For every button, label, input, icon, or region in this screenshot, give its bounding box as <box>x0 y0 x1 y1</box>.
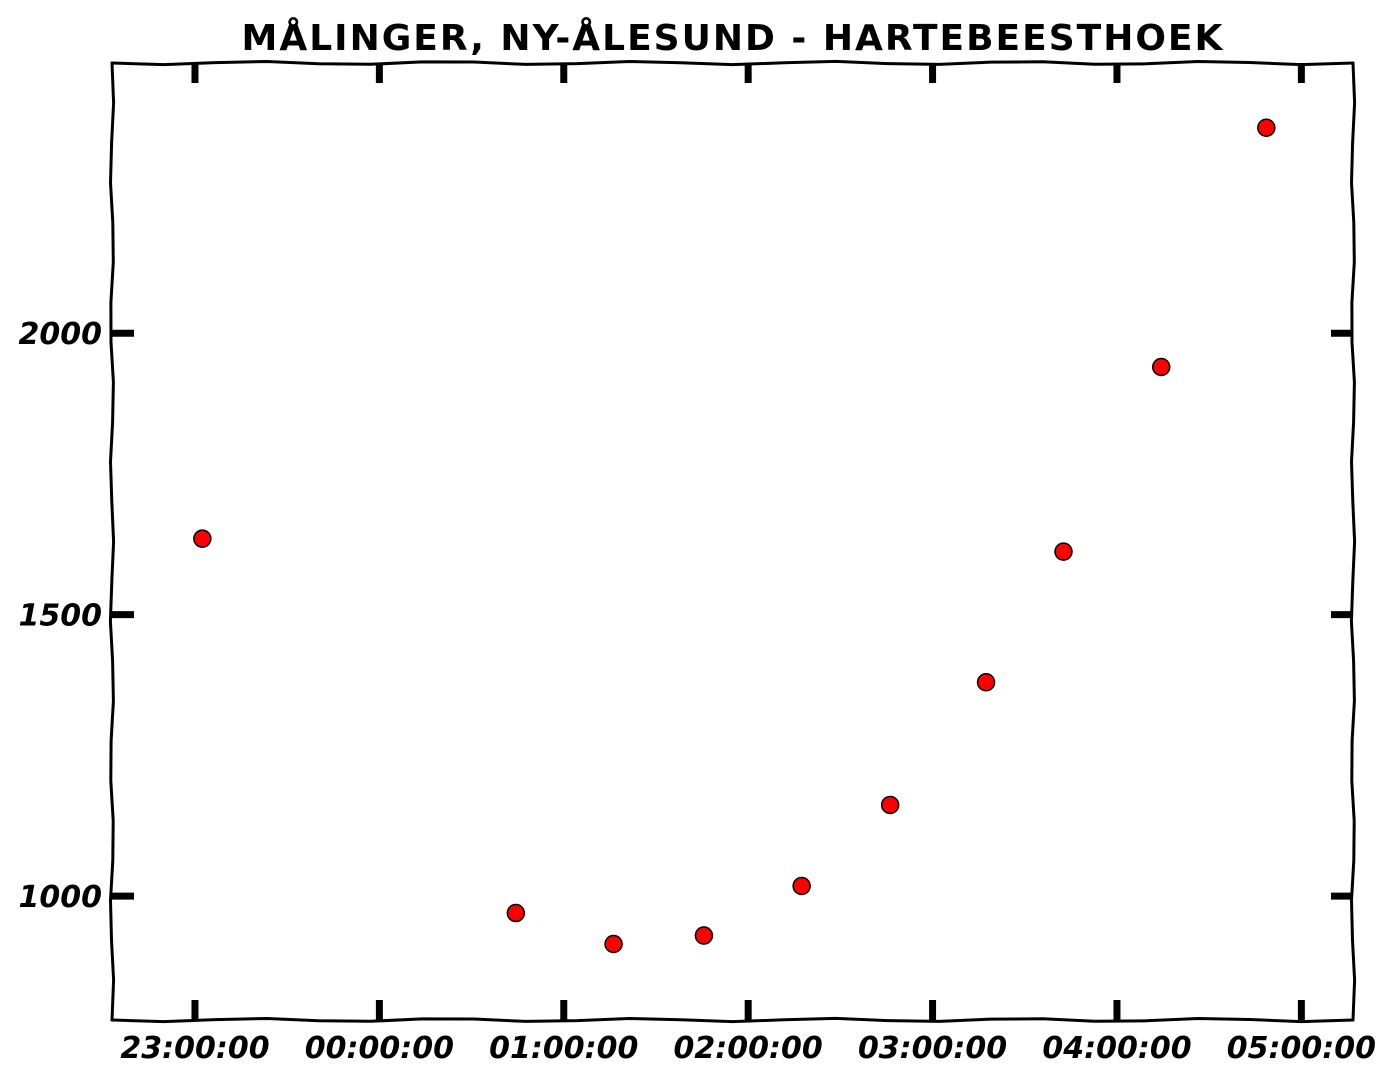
data-point <box>193 529 212 548</box>
x-tick-label: 01:00:00 <box>489 1031 638 1066</box>
y-tick-label: 1500 <box>19 599 103 634</box>
x-tick-label: 05:00:00 <box>1227 1031 1376 1066</box>
data-point <box>792 876 811 896</box>
x-tick-label: 00:00:00 <box>305 1031 454 1066</box>
data-point <box>694 926 714 945</box>
chart-title: MÅLINGER, NY-ÅLESUND - HARTEBEESTHOEK <box>242 17 1225 59</box>
data-point <box>1257 118 1276 137</box>
frame-right <box>1349 61 1357 1022</box>
x-tick-label: 03:00:00 <box>858 1031 1007 1066</box>
y-axis-ticks: 1000 1500 2000 <box>19 317 1353 915</box>
plot-frame <box>108 59 1357 1024</box>
frame-left <box>108 61 116 1022</box>
frame-bottom <box>110 1016 1355 1024</box>
data-points <box>193 118 1276 954</box>
x-tick-label: 02:00:00 <box>674 1031 823 1066</box>
y-tick-label: 2000 <box>19 317 103 352</box>
data-point <box>1054 542 1073 561</box>
y-tick-label: 1000 <box>19 880 103 915</box>
frame-top <box>110 59 1355 67</box>
x-tick-label: 23:00:00 <box>120 1031 269 1066</box>
data-point <box>604 934 623 954</box>
data-point <box>880 795 900 815</box>
x-axis-ticks: 23:00:00 00:00:00 01:00:00 02:00:00 03:00:00… <box>120 63 1376 1066</box>
data-point <box>1151 357 1171 377</box>
data-point <box>976 672 996 692</box>
x-tick-label: 04:00:00 <box>1042 1031 1191 1066</box>
data-point <box>506 903 526 923</box>
